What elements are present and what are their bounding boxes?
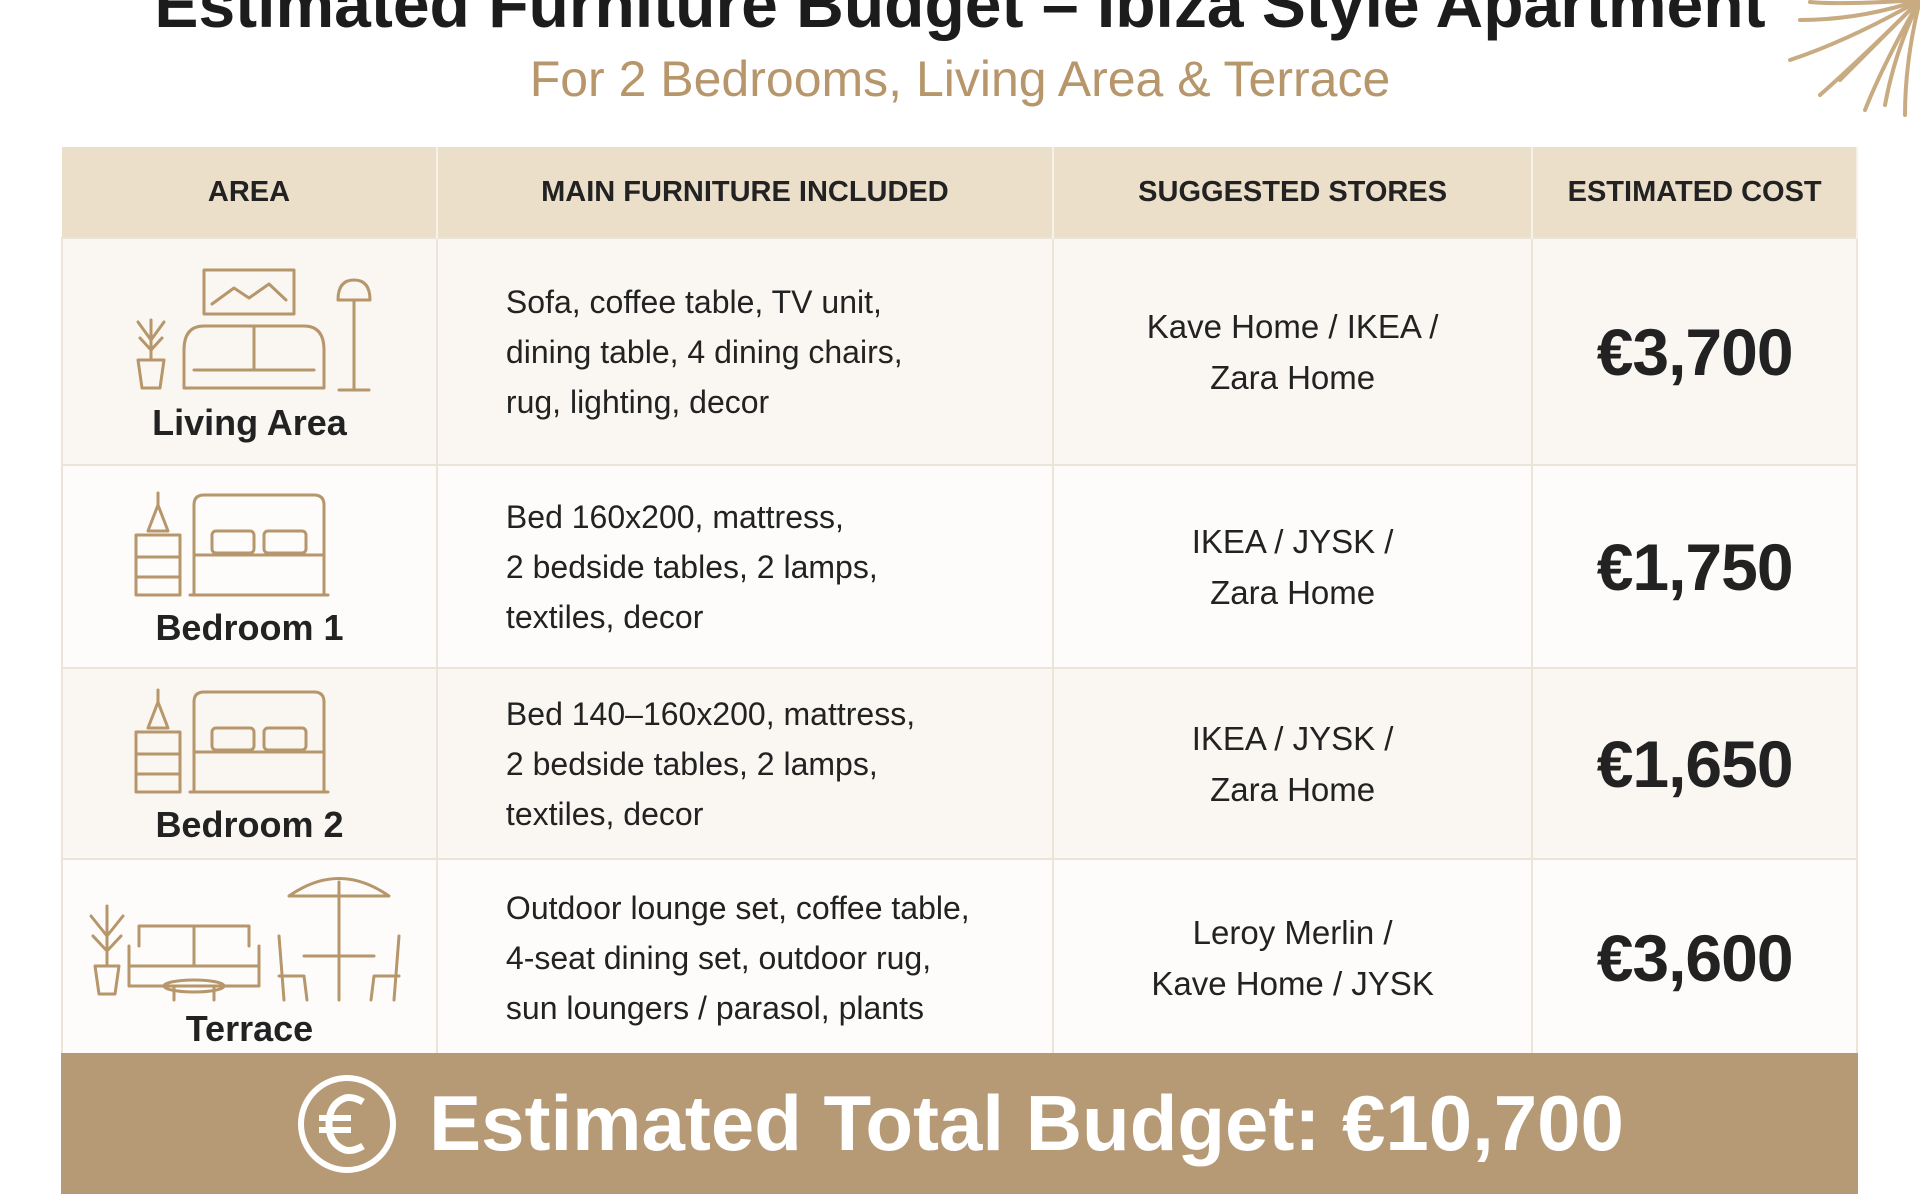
store-line: Zara Home: [1210, 573, 1376, 611]
store-line: Leroy Merlin /: [1192, 913, 1393, 951]
table-body: Living Area Sofa, coffee table, TV unit, d…: [61, 237, 1858, 1057]
furniture-cell: Sofa, coffee table, TV unit, dining table…: [435, 237, 1054, 466]
terrace-icon: [89, 876, 401, 1001]
store-line: Kave Home / IKEA /: [1146, 307, 1439, 345]
area-label: Living Area: [152, 401, 347, 443]
store-line: Kave Home / JYSK: [1151, 964, 1434, 1002]
cost-cell: €1,650: [1531, 667, 1858, 860]
furniture-line: dining table, 4 dining chairs,: [505, 333, 903, 370]
stores-cell: IKEA / JYSK / Zara Home: [1051, 667, 1534, 860]
cost-cell: €3,600: [1531, 858, 1858, 1057]
stores-cell: Leroy Merlin / Kave Home / JYSK: [1051, 858, 1534, 1057]
cost-cell: €3,700: [1531, 237, 1858, 466]
stores-cell: IKEA / JYSK / Zara Home: [1051, 464, 1534, 669]
furniture-cell: Bed 160x200, mattress, 2 bedside tables, …: [435, 464, 1054, 669]
furniture-line: 2 bedside tables, 2 lamps,: [505, 548, 878, 585]
furniture-cell: Bed 140–160x200, mattress, 2 bedside tabl…: [435, 667, 1054, 860]
bed-icon: [134, 491, 330, 596]
header-row: AREA MAIN FURNITURE INCLUDED SUGGESTED S…: [62, 147, 1858, 238]
budget-table: AREA MAIN FURNITURE INCLUDED SUGGESTED S…: [61, 147, 1858, 1057]
bed-icon: [134, 688, 330, 793]
living-icon: [136, 268, 372, 391]
furniture-line: 4-seat dining set, outdoor rug,: [505, 939, 932, 976]
column-header: MAIN FURNITURE INCLUDED: [436, 147, 1054, 238]
table-row: Bedroom 2 Bed 140–160x200, mattress, 2 bed…: [61, 667, 1858, 860]
area-label: Bedroom 1: [155, 606, 344, 648]
area-label: Terrace: [185, 1007, 314, 1049]
area-label: Bedroom 2: [155, 803, 344, 845]
store-line: IKEA / JYSK /: [1191, 719, 1394, 757]
cost-cell: €1,750: [1531, 464, 1858, 669]
column-header: SUGGESTED STORES: [1052, 147, 1534, 238]
area-cell: Bedroom 1: [61, 464, 438, 669]
furniture-line: Bed 140–160x200, mattress,: [505, 695, 916, 732]
furniture-cell: Outdoor lounge set, coffee table, 4-seat …: [435, 858, 1054, 1057]
furniture-line: Outdoor lounge set, coffee table,: [505, 889, 970, 926]
euro-icon: [298, 1074, 397, 1173]
furniture-line: rug, lighting, decor: [505, 383, 770, 420]
furniture-line: 2 bedside tables, 2 lamps,: [505, 745, 878, 782]
column-header: ESTIMATED COST: [1532, 147, 1858, 238]
furniture-line: Bed 160x200, mattress,: [505, 498, 844, 535]
table-row: Bedroom 1 Bed 160x200, mattress, 2 bedside…: [61, 464, 1858, 669]
furniture-line: textiles, decor: [505, 598, 704, 635]
furniture-line: Sofa, coffee table, TV unit,: [505, 283, 882, 320]
palm-decoration: [1788, 0, 1920, 117]
total-budget: Estimated Total Budget: €10,700: [429, 1079, 1624, 1167]
table-row: Living Area Sofa, coffee table, TV unit, d…: [61, 237, 1858, 466]
store-line: IKEA / JYSK /: [1191, 522, 1394, 560]
furniture-line: textiles, decor: [505, 795, 704, 832]
title: Estimated Furniture Budget – Ibiza Style…: [154, 0, 1766, 41]
total-bar: Estimated Total Budget: €10,700: [61, 1053, 1858, 1194]
area-cell: Living Area: [61, 237, 438, 466]
column-header: AREA: [62, 147, 438, 238]
table-row: Terrace Outdoor lounge set, coffee table,…: [61, 858, 1858, 1057]
store-line: Zara Home: [1210, 358, 1376, 396]
area-cell: Terrace: [61, 858, 438, 1057]
stores-cell: Kave Home / IKEA / Zara Home: [1051, 237, 1534, 466]
furniture-line: sun loungers / parasol, plants: [505, 989, 924, 1026]
store-line: Zara Home: [1210, 770, 1376, 808]
area-cell: Bedroom 2: [61, 667, 438, 860]
subtitle: For 2 Bedrooms, Living Area & Terrace: [529, 51, 1391, 107]
